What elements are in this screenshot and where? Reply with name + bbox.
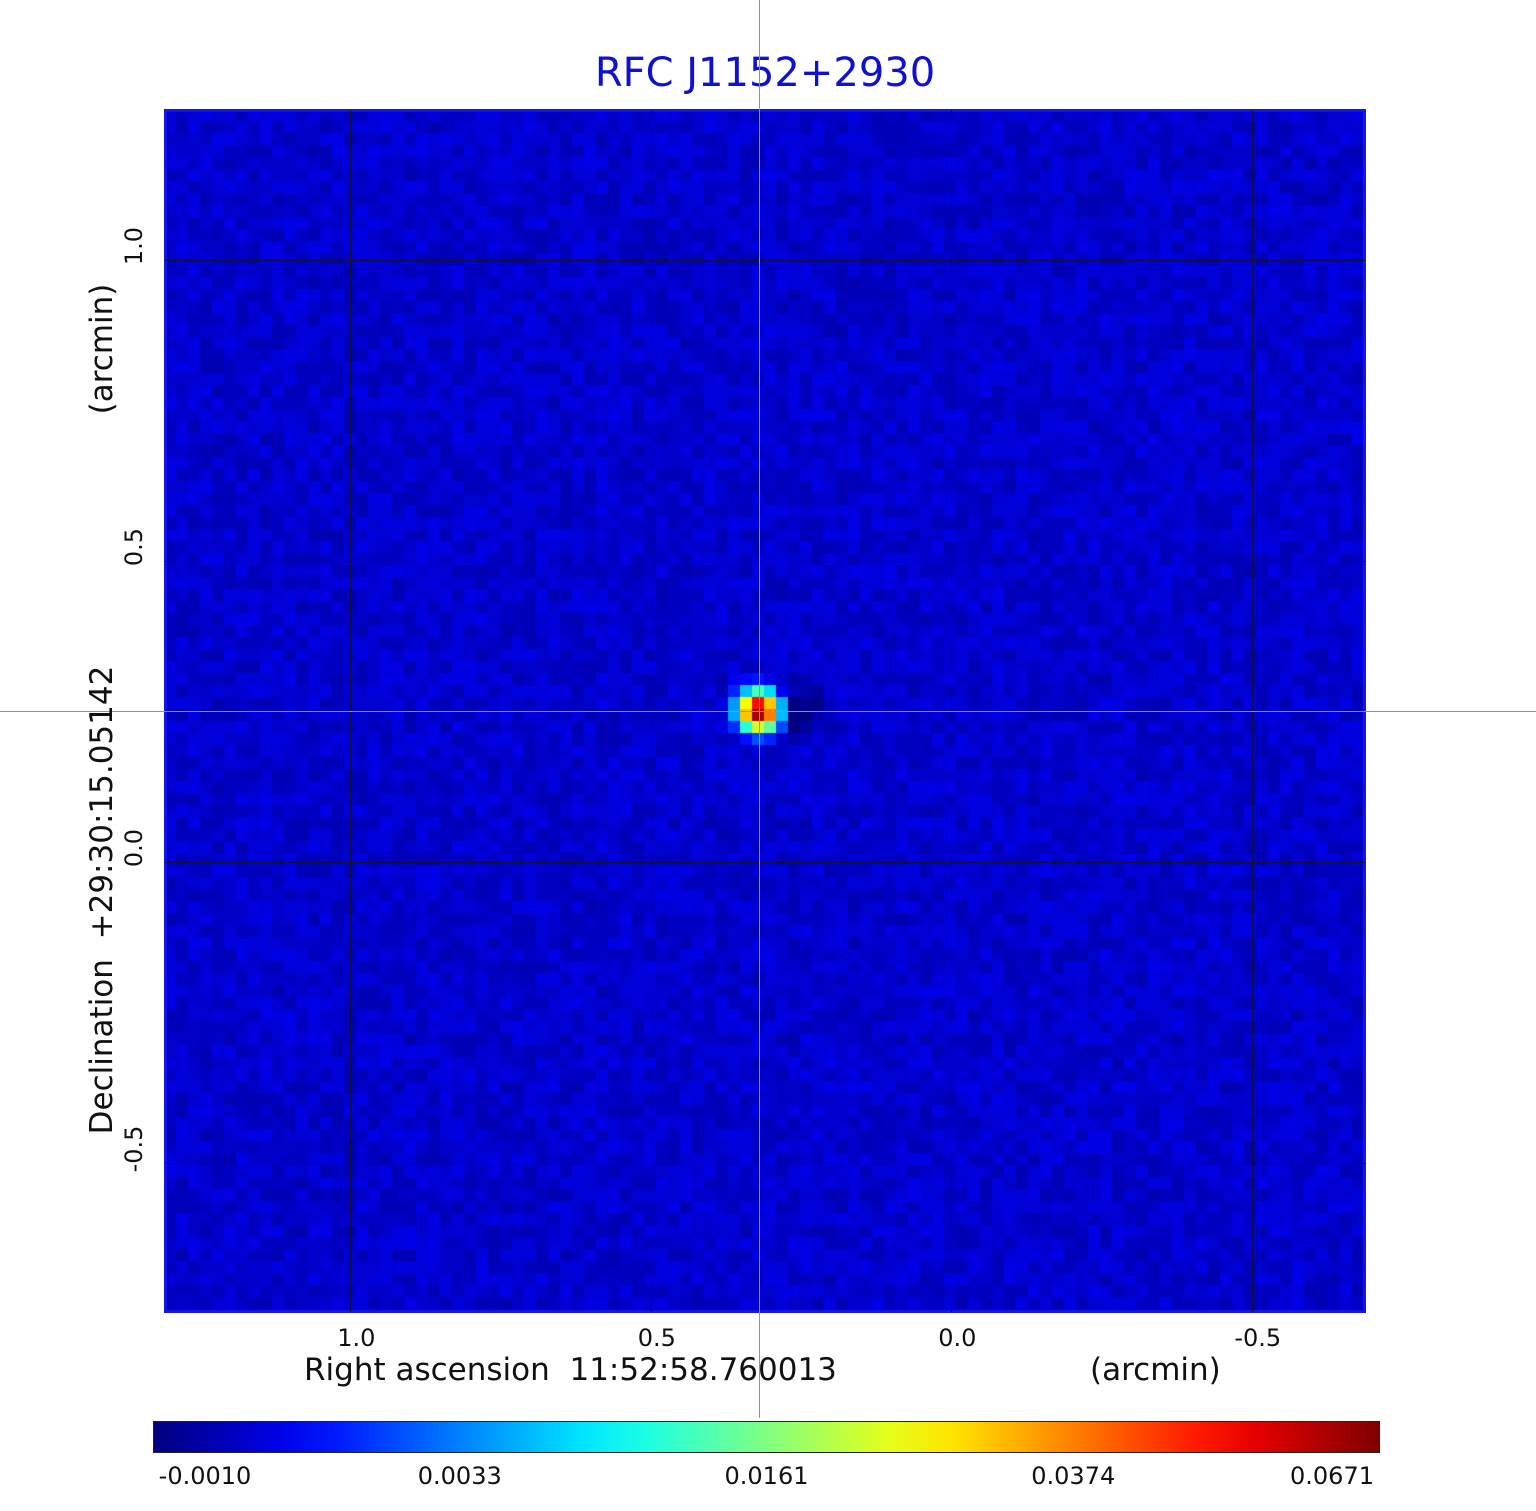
colorbar-tick-label: -0.0010 [158, 1462, 252, 1490]
y-tick-label: 0.5 [120, 527, 148, 566]
x-axis-label: Right ascension 11:52:58.760013 [304, 1352, 837, 1388]
colorbar [153, 1421, 1380, 1453]
grid-line-horizontal [165, 862, 1365, 863]
crosshair-vertical [759, 0, 760, 1418]
x-tick-label: 1.0 [337, 1324, 376, 1352]
chart-title: RFC J1152+2930 [594, 50, 936, 96]
y-tick-label: 1.0 [120, 226, 148, 265]
y-axis-label: Declination +29:30:15.05142 [84, 665, 120, 1135]
colorbar-tick-label: 0.0374 [1031, 1462, 1116, 1490]
y-axis-unit: (arcmin) [84, 283, 120, 415]
x-axis-unit: (arcmin) [1090, 1352, 1221, 1388]
grid-line-horizontal [165, 561, 1365, 562]
y-tick-label: -0.5 [120, 1125, 148, 1172]
colorbar-tick-label: 0.0161 [724, 1462, 809, 1490]
x-tick-label: 0.0 [938, 1324, 977, 1352]
crosshair-horizontal [0, 711, 1536, 712]
grid-line-horizontal [165, 260, 1365, 261]
colorbar-tick-label: 0.0671 [1290, 1462, 1374, 1490]
x-tick-label: -0.5 [1234, 1324, 1282, 1352]
x-tick-label: 0.5 [637, 1324, 676, 1352]
grid-line-horizontal [165, 1163, 1365, 1164]
y-tick-label: 0.0 [120, 828, 148, 867]
colorbar-tick-label: 0.0033 [417, 1462, 502, 1490]
